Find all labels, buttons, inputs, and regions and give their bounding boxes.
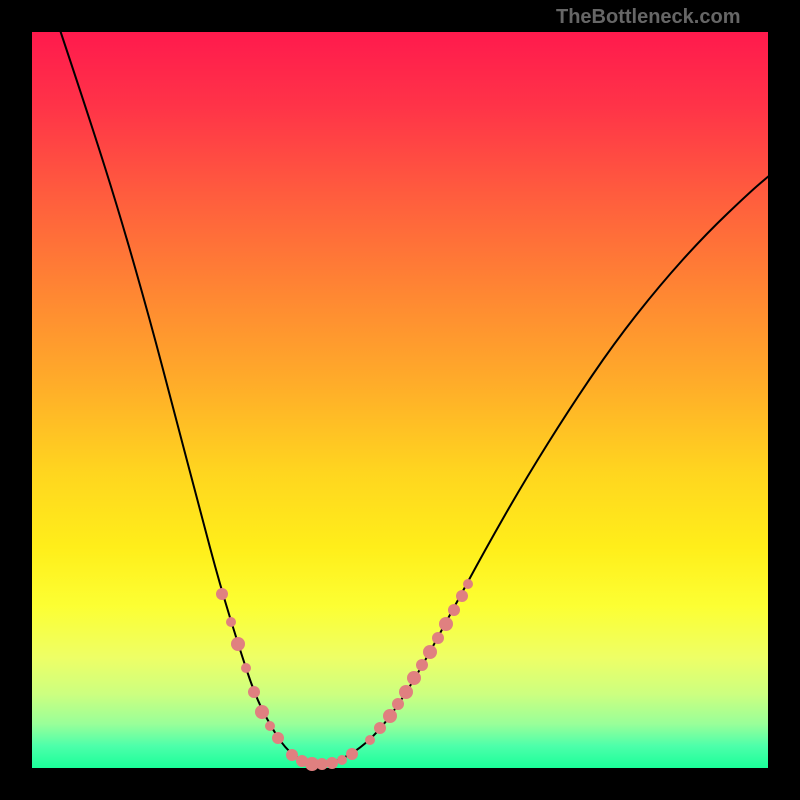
gradient-background — [32, 32, 768, 768]
data-point — [337, 755, 347, 765]
bottleneck-chart — [0, 0, 800, 800]
data-point — [265, 721, 275, 731]
data-point — [231, 637, 245, 651]
data-point — [416, 659, 428, 671]
data-point — [448, 604, 460, 616]
data-point — [423, 645, 437, 659]
data-point — [439, 617, 453, 631]
data-point — [286, 749, 298, 761]
data-point — [392, 698, 404, 710]
data-point — [216, 588, 228, 600]
data-point — [407, 671, 421, 685]
data-point — [248, 686, 260, 698]
data-point — [272, 732, 284, 744]
data-point — [383, 709, 397, 723]
data-point — [241, 663, 251, 673]
data-point — [463, 579, 473, 589]
data-point — [374, 722, 386, 734]
data-point — [399, 685, 413, 699]
data-point — [226, 617, 236, 627]
data-point — [346, 748, 358, 760]
data-point — [456, 590, 468, 602]
data-point — [365, 735, 375, 745]
data-point — [432, 632, 444, 644]
data-point — [255, 705, 269, 719]
data-point — [326, 757, 338, 769]
